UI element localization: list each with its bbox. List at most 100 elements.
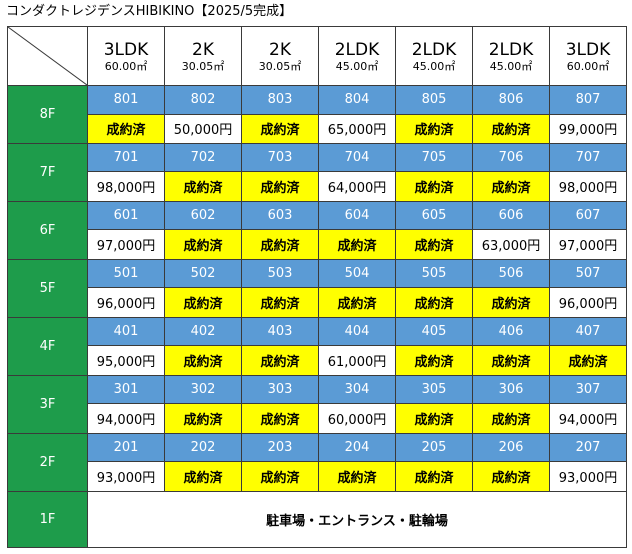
rent-price: 97,000円 — [549, 229, 627, 260]
room-number: 504 — [318, 258, 396, 289]
room-number: 702 — [164, 142, 242, 173]
rent-price: 96,000円 — [87, 287, 165, 318]
page-title: コンダクトレジデンスHIBIKINO【2025/5完成】 — [6, 4, 293, 19]
floor-label: 2F — [7, 432, 88, 492]
room-number: 406 — [472, 316, 550, 347]
room-number: 803 — [241, 85, 319, 115]
rent-price: 94,000円 — [87, 403, 165, 434]
unit-type: 2LDK — [488, 40, 534, 60]
unit-area: 30.05㎡ — [181, 60, 225, 73]
status-row: 96,000円 成約済 成約済 成約済 成約済 成約済 96,000円 — [8, 287, 627, 318]
unit-type: 3LDK — [565, 40, 611, 60]
room-number: 602 — [164, 200, 242, 231]
column-header: 3LDK 60.00㎡ — [87, 25, 165, 87]
column-header: 2LDK 45.00㎡ — [395, 25, 473, 87]
room-number: 703 — [241, 142, 319, 173]
room-number-row: 5F 501 502 503 504 505 506 507 — [7, 258, 627, 318]
room-number: 605 — [395, 200, 473, 231]
status-contracted: 成約済 — [395, 461, 473, 492]
status-contracted: 成約済 — [472, 287, 550, 318]
rent-price: 64,000円 — [318, 171, 396, 202]
column-header: 2LDK 45.00㎡ — [472, 25, 550, 87]
floor-label: 4F — [7, 316, 88, 376]
rent-price: 63,000円 — [472, 229, 550, 260]
rent-price: 96,000円 — [549, 287, 627, 318]
status-contracted: 成約済 — [395, 403, 473, 434]
column-header: 2K 30.05㎡ — [241, 25, 319, 87]
status-contracted: 成約済 — [472, 345, 550, 376]
room-number: 305 — [395, 374, 473, 405]
status-contracted: 成約済 — [318, 287, 396, 318]
status-contracted: 成約済 — [241, 287, 319, 318]
status-contracted: 成約済 — [164, 345, 242, 376]
room-number: 606 — [472, 200, 550, 231]
status-contracted: 成約済 — [549, 345, 627, 376]
unit-area: 30.05㎡ — [258, 60, 302, 73]
room-number: 603 — [241, 200, 319, 231]
room-number: 403 — [241, 316, 319, 347]
room-number: 405 — [395, 316, 473, 347]
room-number-row: 8F 801 802 803 804 805 806 807 — [7, 85, 627, 144]
room-number: 303 — [241, 374, 319, 405]
status-contracted: 成約済 — [472, 171, 550, 202]
room-number-row: 7F 701 702 703 704 705 706 707 — [7, 142, 627, 202]
status-contracted: 成約済 — [472, 113, 550, 144]
room-number: 401 — [87, 316, 165, 347]
room-number: 805 — [395, 85, 473, 115]
room-number: 506 — [472, 258, 550, 289]
room-number: 704 — [318, 142, 396, 173]
status-row: 94,000円 成約済 成約済 60,000円 成約済 成約済 94,000円 — [8, 403, 627, 434]
room-number: 307 — [549, 374, 627, 405]
status-contracted: 成約済 — [241, 345, 319, 376]
ground-floor-row: 1F 駐車場・エントランス・駐輪場 — [7, 490, 627, 549]
column-header: 3LDK 60.00㎡ — [549, 25, 627, 87]
diagonal-line-icon — [8, 27, 87, 85]
status-contracted: 成約済 — [472, 403, 550, 434]
rent-price: 95,000円 — [87, 345, 165, 376]
room-number: 201 — [87, 432, 165, 463]
room-number: 505 — [395, 258, 473, 289]
room-number: 404 — [318, 316, 396, 347]
room-number: 802 — [164, 85, 242, 115]
unit-area: 45.00㎡ — [335, 60, 379, 73]
room-number: 407 — [549, 316, 627, 347]
ground-floor-facilities: 駐車場・エントランス・駐輪場 — [87, 490, 627, 549]
room-number: 402 — [164, 316, 242, 347]
status-row: 95,000円 成約済 成約済 61,000円 成約済 成約済 成約済 — [8, 345, 627, 376]
status-contracted: 成約済 — [395, 113, 473, 144]
status-contracted: 成約済 — [395, 171, 473, 202]
room-number: 806 — [472, 85, 550, 115]
room-number: 301 — [87, 374, 165, 405]
status-row: 成約済 50,000円 成約済 65,000円 成約済 成約済 99,000円 — [8, 113, 627, 144]
unit-type: 2LDK — [334, 40, 380, 60]
room-number-row: 4F 401 402 403 404 405 406 407 — [7, 316, 627, 376]
room-number: 705 — [395, 142, 473, 173]
status-contracted: 成約済 — [395, 345, 473, 376]
unit-area: 60.00㎡ — [566, 60, 610, 73]
status-contracted: 成約済 — [241, 403, 319, 434]
status-contracted: 成約済 — [164, 461, 242, 492]
rent-price: 98,000円 — [87, 171, 165, 202]
room-number: 206 — [472, 432, 550, 463]
floor-label: 5F — [7, 258, 88, 318]
rent-price: 60,000円 — [318, 403, 396, 434]
column-header: 2LDK 45.00㎡ — [318, 25, 396, 87]
room-number: 604 — [318, 200, 396, 231]
rent-price: 97,000円 — [87, 229, 165, 260]
room-number: 203 — [241, 432, 319, 463]
status-row: 97,000円 成約済 成約済 成約済 成約済 63,000円 97,000円 — [8, 229, 627, 260]
room-number: 502 — [164, 258, 242, 289]
room-number: 804 — [318, 85, 396, 115]
status-contracted: 成約済 — [241, 171, 319, 202]
room-number: 202 — [164, 432, 242, 463]
rent-price: 50,000円 — [164, 113, 242, 144]
status-contracted: 成約済 — [164, 171, 242, 202]
rent-price: 93,000円 — [87, 461, 165, 492]
unit-type: 2K — [192, 40, 214, 60]
status-contracted: 成約済 — [87, 113, 165, 144]
room-number: 302 — [164, 374, 242, 405]
floor-label: 3F — [7, 374, 88, 434]
room-number: 204 — [318, 432, 396, 463]
room-number: 601 — [87, 200, 165, 231]
rent-price: 61,000円 — [318, 345, 396, 376]
